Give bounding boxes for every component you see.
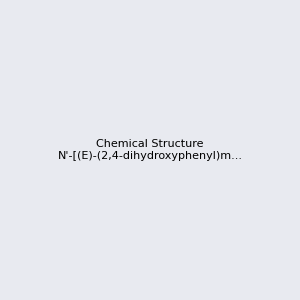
Text: Chemical Structure
N'-[(E)-(2,4-dihydroxyphenyl)m...: Chemical Structure N'-[(E)-(2,4-dihydrox… [58, 139, 242, 161]
